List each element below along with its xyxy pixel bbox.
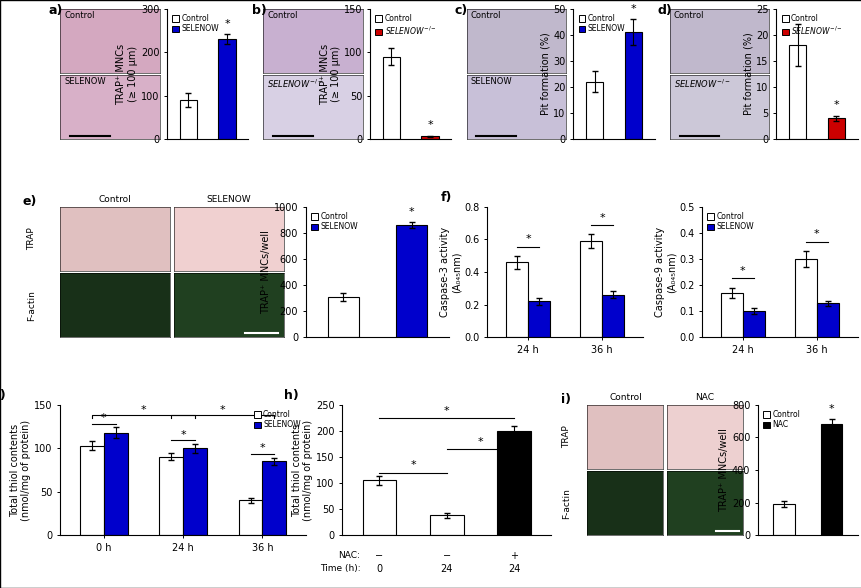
- Text: Control: Control: [672, 11, 703, 20]
- Text: *: *: [224, 19, 230, 29]
- Text: *: *: [180, 430, 186, 440]
- Text: e): e): [22, 195, 36, 208]
- Text: Control: Control: [99, 195, 132, 204]
- Text: *: *: [220, 405, 226, 415]
- Text: TRAP: TRAP: [561, 425, 570, 448]
- Bar: [327, 297, 358, 337]
- Text: Control: Control: [609, 393, 641, 402]
- Text: *: *: [408, 207, 414, 217]
- Bar: [528, 301, 549, 337]
- Text: −: −: [375, 551, 383, 561]
- Text: −: −: [443, 551, 450, 561]
- Bar: [720, 293, 742, 337]
- Bar: [827, 118, 844, 139]
- Bar: [396, 225, 426, 337]
- Bar: [104, 433, 127, 535]
- Text: *: *: [833, 101, 839, 111]
- Bar: [505, 262, 528, 337]
- Text: c): c): [454, 4, 468, 16]
- Text: b): b): [251, 4, 266, 16]
- Bar: [218, 39, 236, 139]
- Text: TRAP: TRAP: [28, 228, 36, 250]
- Legend: Control, $SELENOW^{-/-}$: Control, $SELENOW^{-/-}$: [374, 12, 437, 38]
- Text: Control: Control: [267, 11, 298, 20]
- Text: F-actin: F-actin: [561, 487, 570, 519]
- Legend: Control, $SELENOW^{-/-}$: Control, $SELENOW^{-/-}$: [779, 12, 843, 38]
- Bar: [362, 480, 396, 535]
- Text: *: *: [524, 234, 530, 244]
- Bar: [794, 259, 816, 337]
- Text: g): g): [0, 389, 6, 402]
- Text: +: +: [510, 551, 517, 561]
- Text: *: *: [427, 121, 432, 131]
- Bar: [788, 45, 805, 139]
- Y-axis label: Pit formation (%): Pit formation (%): [540, 32, 550, 115]
- Text: d): d): [657, 4, 672, 16]
- Bar: [80, 446, 104, 535]
- Text: 24: 24: [507, 564, 520, 574]
- Y-axis label: Total thiol contents
(nmol/mg of protein): Total thiol contents (nmol/mg of protein…: [291, 419, 313, 520]
- Bar: [816, 303, 839, 337]
- Y-axis label: TRAP⁺ MNCs
(≥ 100 μm): TRAP⁺ MNCs (≥ 100 μm): [319, 44, 341, 105]
- Legend: Control, SELENOW: Control, SELENOW: [309, 211, 359, 233]
- Text: Control: Control: [65, 11, 95, 20]
- Bar: [262, 461, 286, 535]
- Bar: [772, 504, 794, 535]
- Text: *: *: [443, 406, 449, 416]
- Legend: Control, SELENOW: Control, SELENOW: [576, 12, 626, 35]
- Bar: [579, 241, 602, 337]
- Text: NAC: NAC: [694, 393, 713, 402]
- Text: *: *: [629, 4, 635, 14]
- Text: 0: 0: [376, 564, 382, 574]
- Text: *: *: [739, 266, 745, 276]
- Text: Time (h):: Time (h):: [319, 564, 360, 573]
- Bar: [602, 295, 623, 337]
- Bar: [624, 32, 641, 139]
- Text: *: *: [477, 437, 483, 447]
- Text: Control: Control: [470, 11, 500, 20]
- Bar: [585, 82, 603, 139]
- Bar: [183, 448, 207, 535]
- Text: i): i): [561, 393, 570, 406]
- Bar: [820, 425, 841, 535]
- Legend: Control, SELENOW: Control, SELENOW: [705, 211, 755, 233]
- Legend: Control, SELENOW: Control, SELENOW: [170, 12, 220, 35]
- Text: *: *: [813, 229, 819, 239]
- Text: NAC:: NAC:: [338, 551, 360, 560]
- Bar: [179, 100, 197, 139]
- Text: a): a): [48, 4, 63, 16]
- Text: h): h): [283, 389, 298, 402]
- Text: 24: 24: [440, 564, 452, 574]
- Text: *: *: [101, 413, 107, 423]
- Bar: [742, 311, 765, 337]
- Legend: Control, SELENOW: Control, SELENOW: [252, 409, 302, 431]
- Y-axis label: Caspase-3 activity
(A₀₄₅nm): Caspase-3 activity (A₀₄₅nm): [439, 227, 461, 317]
- Bar: [382, 56, 400, 139]
- Legend: Control, NAC: Control, NAC: [761, 409, 801, 431]
- Text: $SELENOW^{-/-}$: $SELENOW^{-/-}$: [672, 77, 729, 89]
- Text: $SELENOW^{-/-}$: $SELENOW^{-/-}$: [267, 77, 324, 89]
- Text: SELENOW: SELENOW: [470, 77, 511, 86]
- Y-axis label: Caspase-9 activity
(A₀₄₅nm): Caspase-9 activity (A₀₄₅nm): [653, 227, 676, 317]
- Text: *: *: [140, 405, 146, 415]
- Text: SELENOW: SELENOW: [207, 195, 251, 204]
- Text: SELENOW: SELENOW: [65, 77, 106, 86]
- Bar: [497, 431, 530, 535]
- Y-axis label: Total thiol contents
(nmol/mg of protein): Total thiol contents (nmol/mg of protein…: [9, 419, 31, 520]
- Bar: [430, 515, 463, 535]
- Y-axis label: TRAP⁺ MNCs/well: TRAP⁺ MNCs/well: [718, 428, 728, 512]
- Y-axis label: TRAP⁺ MNCs/well: TRAP⁺ MNCs/well: [261, 230, 270, 314]
- Y-axis label: Pit formation (%): Pit formation (%): [742, 32, 753, 115]
- Text: *: *: [598, 213, 604, 223]
- Text: *: *: [259, 443, 265, 453]
- Bar: [238, 500, 262, 535]
- Y-axis label: TRAP⁺ MNCs
(≥ 100 μm): TRAP⁺ MNCs (≥ 100 μm): [116, 44, 138, 105]
- Text: *: *: [410, 460, 415, 470]
- Text: f): f): [440, 191, 451, 204]
- Bar: [421, 136, 438, 139]
- Bar: [159, 457, 183, 535]
- Text: F-actin: F-actin: [28, 290, 36, 320]
- Text: *: *: [827, 405, 833, 415]
